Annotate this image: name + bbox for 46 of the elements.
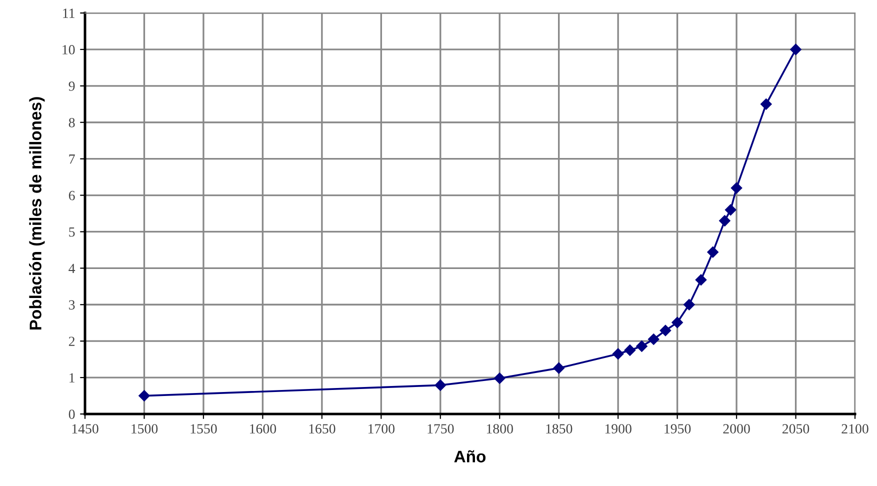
point (553, 362, 564, 374)
point (138, 390, 150, 402)
y-tick-label: 10 (62, 45, 75, 54)
y-tick-label: 1 (70, 373, 74, 382)
point (695, 274, 707, 286)
y-tick-label: 8 (68, 118, 75, 128)
x-tick-label: 2050 (782, 424, 810, 434)
y-tick-label: 0 (68, 410, 75, 419)
x-tick-label: 1750 (428, 424, 454, 434)
point (434, 380, 446, 391)
point (648, 334, 660, 345)
point (636, 340, 648, 352)
point (730, 182, 742, 194)
x-tick-label: 1800 (486, 424, 513, 434)
y-tick-label: 3 (68, 300, 75, 310)
y-tick-label: 2 (68, 336, 75, 346)
x-tick-label: 1900 (605, 424, 632, 434)
x-tick-label: 2100 (842, 424, 868, 434)
y-tick-label: 7 (69, 154, 75, 164)
x-tick-label: 1700 (368, 424, 395, 434)
point (624, 344, 636, 356)
y-axis-title: Población (miles de millones) (29, 97, 45, 330)
x-tick-label: 1450 (72, 424, 98, 434)
point (707, 246, 718, 258)
x-tick-label: 1850 (546, 424, 572, 434)
x-tick-label: 1500 (132, 424, 158, 434)
point (660, 324, 672, 336)
x-tick-label: 1950 (664, 424, 691, 434)
x-tick-label: 1600 (250, 424, 276, 434)
y-tick-label: 6 (68, 190, 75, 200)
point (494, 372, 506, 384)
y-tick-label: 11 (63, 8, 74, 18)
y-tick-label: 5 (69, 227, 75, 237)
point (760, 98, 772, 110)
point (612, 348, 624, 360)
x-axis-title: Año (454, 450, 486, 462)
y-tick-label: 9 (68, 82, 75, 91)
x-tick-label: 1550 (190, 424, 217, 434)
point (790, 44, 802, 56)
point (672, 316, 683, 328)
x-tick-label: 1650 (309, 424, 336, 434)
x-tick-label: 2000 (723, 424, 750, 434)
point (725, 204, 736, 216)
point (719, 215, 730, 226)
y-tick-label: 4 (68, 264, 76, 273)
point (684, 299, 695, 310)
